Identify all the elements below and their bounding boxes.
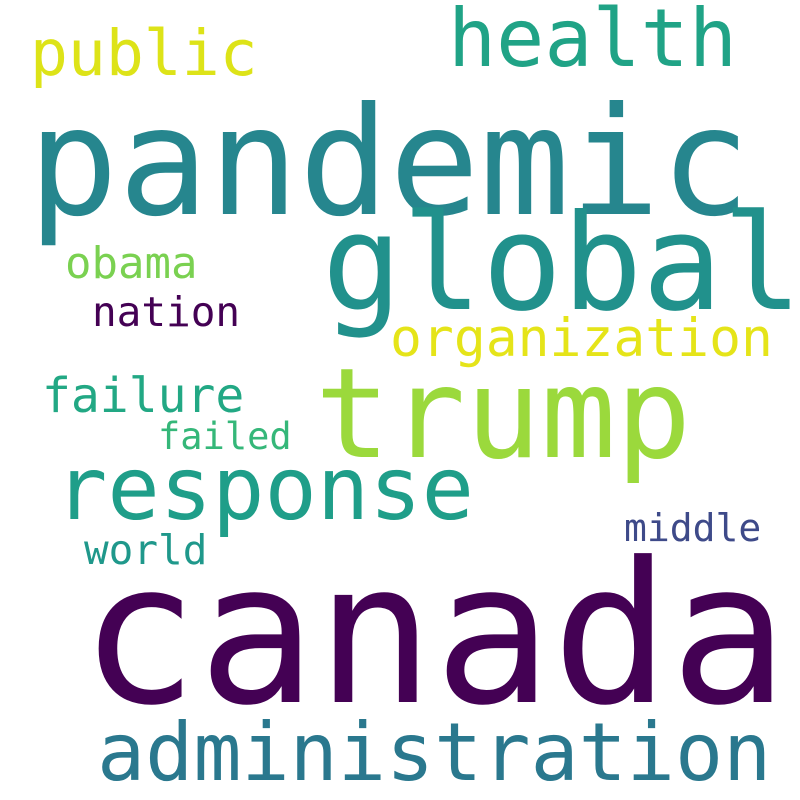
word-failed: failed <box>158 415 292 458</box>
word-pandemic: pandemic <box>28 76 751 250</box>
word-trump: trump <box>315 342 692 487</box>
word-failure: failure <box>42 368 245 424</box>
word-world: world <box>84 526 208 574</box>
word-organization: organization <box>390 308 773 369</box>
word-global: global <box>322 187 800 341</box>
word-nation: nation <box>92 288 241 336</box>
word-canada: canada <box>80 521 789 749</box>
word-public: public <box>30 17 258 90</box>
word-administration: administration <box>97 706 772 799</box>
word-obama: obama <box>65 238 198 289</box>
word-health: health <box>448 0 737 85</box>
word-middle: middle <box>624 506 762 550</box>
word-response: response <box>55 438 475 540</box>
